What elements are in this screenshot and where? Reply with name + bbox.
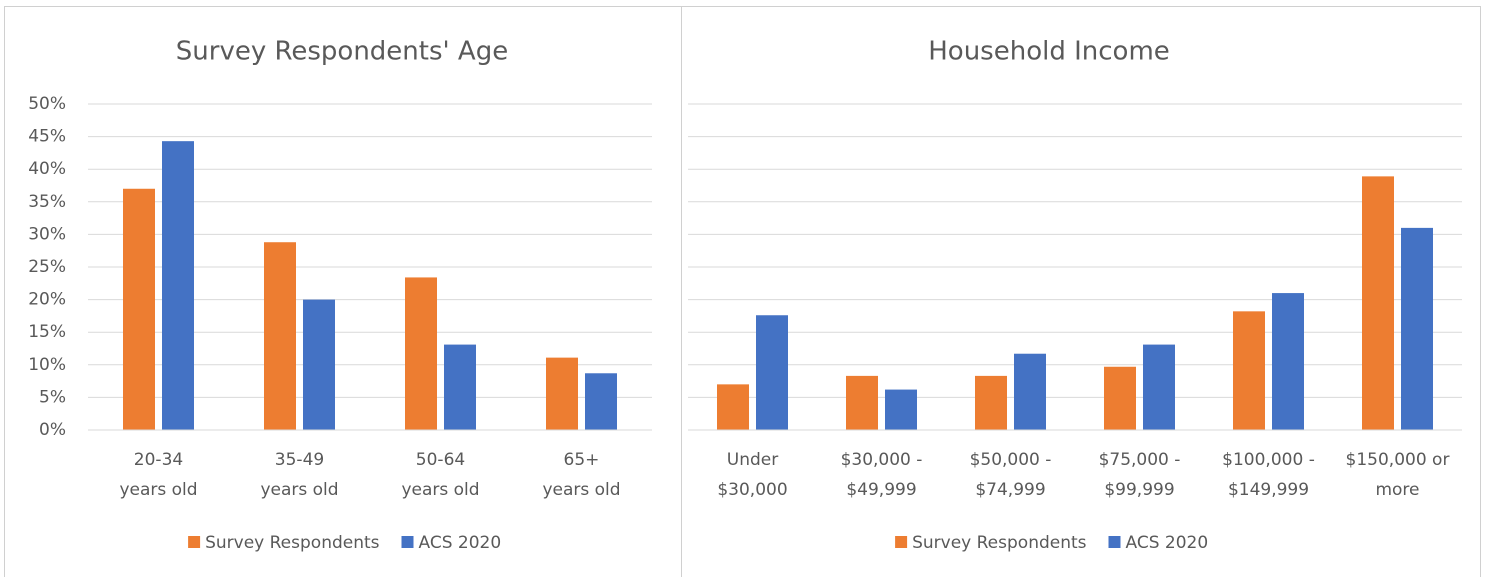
y-tick-label: 5%: [39, 387, 66, 407]
bar: [405, 277, 437, 430]
bar: [717, 384, 749, 430]
bar: [846, 375, 878, 430]
bar: [756, 315, 788, 430]
bar: [1143, 344, 1175, 430]
chart-title: Survey Respondents' Age: [176, 37, 508, 67]
legend-swatch: [401, 536, 414, 548]
y-tick-label: 40%: [28, 159, 66, 179]
x-tick-label: 50-64 years old: [401, 450, 480, 500]
x-tick-label: $75,000 - $99,999: [1098, 450, 1181, 500]
y-tick-label: 10%: [28, 355, 66, 375]
legend-swatch: [1108, 536, 1121, 548]
legend-label: ACS 2020: [1126, 533, 1209, 553]
bar: [546, 357, 578, 430]
x-tick-label: 35-49 years old: [260, 450, 339, 500]
x-tick-label: $150,000 or more: [1345, 450, 1450, 500]
x-tick-label: $50,000 - $74,999: [969, 450, 1052, 500]
y-tick-label: 50%: [28, 94, 66, 114]
bar: [162, 141, 194, 430]
legend-swatch: [895, 536, 908, 548]
chart-title: Household Income: [928, 37, 1170, 67]
bar: [303, 299, 335, 430]
x-tick-label: $30,000 - $49,999: [840, 450, 923, 500]
bar: [1104, 366, 1136, 430]
x-tick-label: $100,000 - $149,999: [1222, 450, 1315, 500]
y-tick-label: 35%: [28, 192, 66, 212]
bar: [975, 375, 1007, 430]
x-tick-label: Under $30,000: [717, 450, 788, 500]
bar: [585, 373, 617, 430]
x-tick-label: 20-34 years old: [119, 450, 198, 500]
y-tick-label: 45%: [28, 127, 66, 147]
y-tick-label: 15%: [28, 322, 66, 342]
x-tick-label: 65+ years old: [542, 450, 621, 500]
bar: [444, 344, 476, 430]
bar: [264, 242, 296, 430]
bar: [123, 188, 155, 430]
panel: [681, 6, 1481, 577]
y-tick-label: 25%: [28, 257, 66, 277]
legend-label: Survey Respondents: [912, 533, 1087, 553]
bar: [1272, 293, 1304, 430]
legend-swatch: [188, 536, 201, 548]
bar: [1014, 353, 1046, 430]
bar: [1401, 227, 1433, 430]
y-tick-label: 30%: [28, 224, 66, 244]
bar: [1233, 311, 1265, 430]
legend-label: Survey Respondents: [205, 533, 380, 553]
bar: [885, 389, 917, 430]
y-tick-label: 20%: [28, 290, 66, 310]
legend-label: ACS 2020: [419, 533, 502, 553]
bar: [1362, 176, 1394, 430]
y-tick-label: 0%: [39, 420, 66, 440]
